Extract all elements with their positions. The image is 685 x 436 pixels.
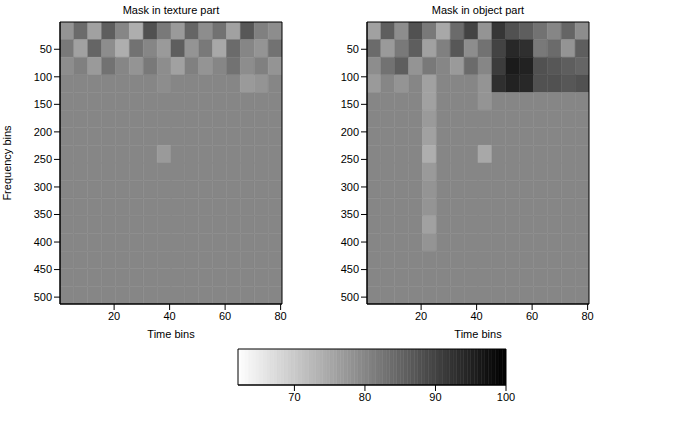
- svg-text:50: 50: [347, 43, 359, 55]
- svg-text:300: 300: [341, 181, 359, 193]
- svg-text:80: 80: [359, 391, 371, 403]
- svg-text:200: 200: [341, 126, 359, 138]
- svg-text:40: 40: [163, 310, 175, 322]
- svg-text:350: 350: [34, 208, 52, 220]
- svg-text:80: 80: [581, 310, 593, 322]
- svg-text:200: 200: [34, 126, 52, 138]
- svg-text:400: 400: [34, 236, 52, 248]
- svg-text:150: 150: [341, 98, 359, 110]
- svg-text:100: 100: [34, 71, 52, 83]
- svg-text:90: 90: [429, 391, 441, 403]
- svg-text:450: 450: [341, 263, 359, 275]
- svg-text:Frequency bins: Frequency bins: [1, 125, 13, 201]
- svg-text:250: 250: [341, 153, 359, 165]
- svg-text:20: 20: [415, 310, 427, 322]
- svg-text:500: 500: [341, 291, 359, 303]
- html-text:Mask in texture part: Mask in texture part: [122, 4, 220, 16]
- svg-text:20: 20: [108, 310, 120, 322]
- svg-text:250: 250: [34, 153, 52, 165]
- svg-text:Time bins: Time bins: [454, 328, 502, 340]
- svg-text:60: 60: [526, 310, 538, 322]
- svg-text:400: 400: [341, 236, 359, 248]
- svg-text:Time bins: Time bins: [147, 328, 195, 340]
- svg-text:80: 80: [274, 310, 286, 322]
- svg-text:100: 100: [497, 391, 515, 403]
- svg-text:500: 500: [34, 291, 52, 303]
- svg-text:60: 60: [219, 310, 231, 322]
- svg-text:100: 100: [341, 71, 359, 83]
- svg-text:40: 40: [470, 310, 482, 322]
- svg-text:450: 450: [34, 263, 52, 275]
- svg-text:70: 70: [288, 391, 300, 403]
- svg-text:150: 150: [34, 98, 52, 110]
- html-text:Mask in object part: Mask in object part: [431, 4, 525, 16]
- svg-text:300: 300: [34, 181, 52, 193]
- svg-text:350: 350: [341, 208, 359, 220]
- svg-text:50: 50: [40, 43, 52, 55]
